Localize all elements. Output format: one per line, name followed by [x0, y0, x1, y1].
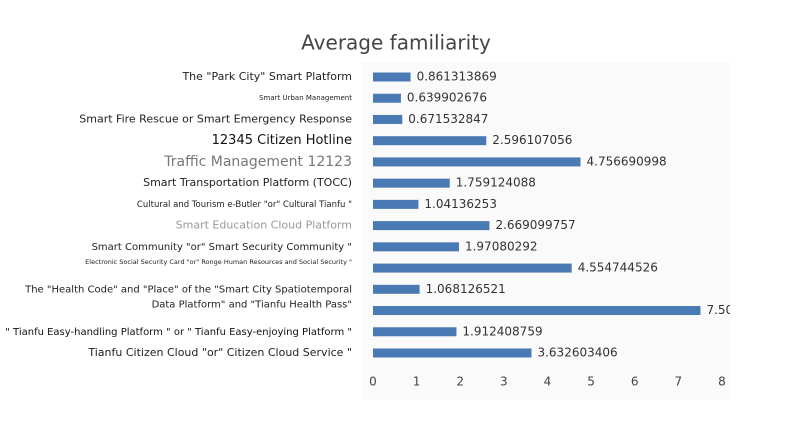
value-label: 1.068126521 [426, 282, 506, 296]
value-label: 1.04136253 [424, 197, 497, 211]
value-label: 0.639902676 [407, 91, 487, 105]
bar [373, 199, 419, 209]
y-tick-label: Smart Urban Management [259, 94, 352, 102]
bar [373, 284, 420, 294]
x-tick-label: 0 [369, 375, 377, 389]
y-tick-label: Data Platform" and "Tianfu Health Pass" [152, 300, 352, 311]
y-tick-label: Cultural and Tourism e-Butler "or" Cultu… [137, 200, 352, 210]
bar [373, 136, 487, 146]
value-label: 2.669099757 [495, 218, 575, 232]
value-label: 2.596107056 [492, 133, 572, 147]
x-tick-label: 7 [675, 375, 683, 389]
y-tick-label: Tianfu Citizen Cloud "or" Citizen Cloud … [87, 346, 352, 359]
value-label: 3.632603406 [537, 345, 617, 359]
x-tick-label: 1 [413, 375, 421, 389]
bar [373, 157, 581, 167]
bar [373, 242, 459, 252]
value-label: 4.554744526 [578, 261, 658, 275]
bar [373, 178, 450, 188]
y-tick-label: Smart Community "or" Smart Security Comm… [92, 242, 352, 253]
bar [373, 114, 403, 124]
bar [373, 327, 457, 337]
bar [373, 93, 401, 103]
bar [373, 72, 411, 82]
y-tick-label: Smart Education Cloud Platform [176, 219, 352, 232]
y-tick-label: Traffic Management 12123 [163, 154, 352, 170]
bar [373, 221, 490, 231]
x-tick-label: 3 [500, 375, 508, 389]
x-tick-label: 2 [456, 375, 464, 389]
bar [373, 306, 701, 316]
y-tick-label: The "Health Code" and "Place" of the "Sm… [24, 284, 352, 295]
value-label: 1.759124088 [456, 176, 536, 190]
value-label: 1.912408759 [462, 324, 542, 338]
value-label: 7.50608272 [706, 303, 779, 317]
x-tick-label: 5 [587, 375, 595, 389]
value-label: 1.97080292 [465, 239, 538, 253]
y-tick-label: Smart Transportation Platform (TOCC) [143, 176, 352, 189]
value-label: 0.671532847 [408, 112, 488, 126]
bar [373, 348, 532, 358]
x-tick-label: 6 [631, 375, 639, 389]
plot-area [362, 62, 730, 400]
chart-title: Average familiarity [301, 31, 491, 55]
y-tick-label: Electronic Social Security Card "or" Ron… [85, 258, 352, 266]
y-tick-label: Smart Fire Rescue or Smart Emergency Res… [79, 112, 352, 125]
x-tick-label: 4 [544, 375, 552, 389]
y-tick-label: 12345 Citizen Hotline [212, 133, 352, 148]
y-tick-label: The "Park City" Smart Platform [181, 70, 352, 83]
y-tick-label: " Tianfu Easy-handling Platform " or " T… [5, 327, 352, 338]
value-label: 4.756690998 [587, 154, 667, 168]
x-tick-label: 8 [718, 375, 726, 389]
value-label: 0.861313869 [417, 70, 497, 84]
bar [373, 263, 572, 273]
